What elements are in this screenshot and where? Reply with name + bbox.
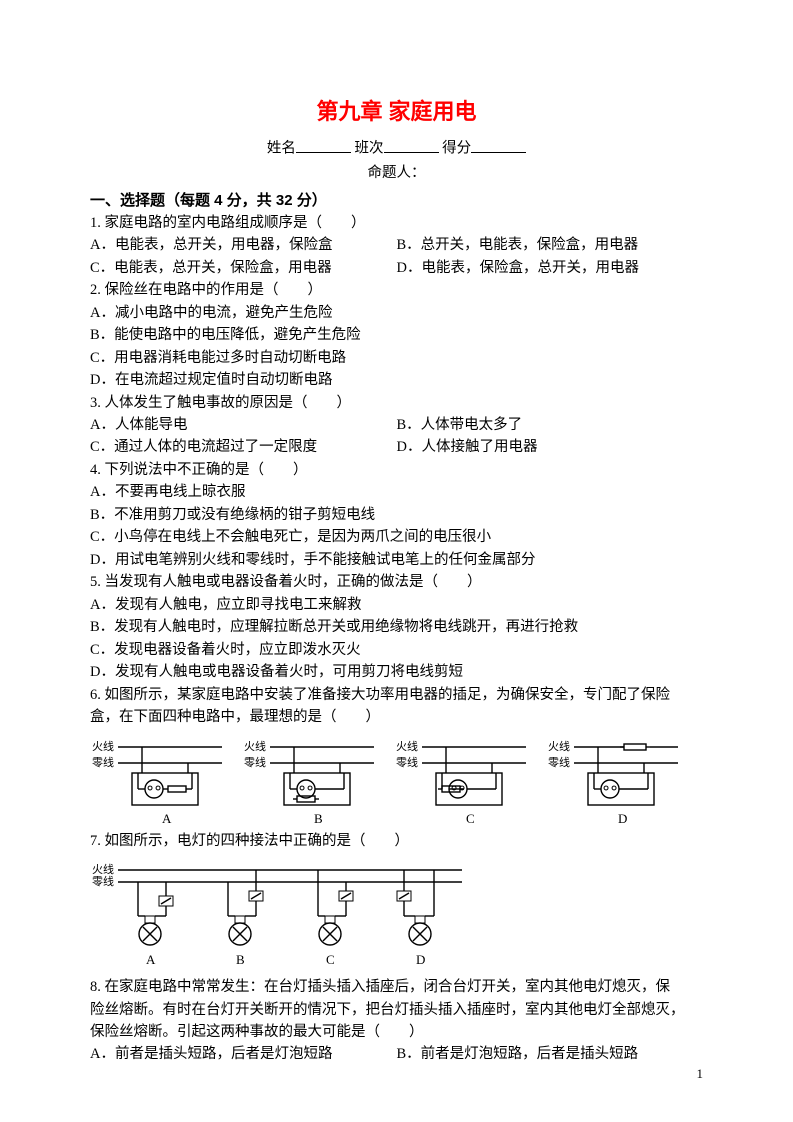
q8-line2: 险丝熔断。有时在台灯开关断开的情况下，把台灯插头插入插座时，室内其他电灯全部熄灭… [90,999,703,1021]
q3-stem: 3. 人体发生了触电事故的原因是（ ） [90,392,703,414]
chapter-title: 第九章 家庭用电 [90,95,703,129]
name-label: 姓名 [267,141,296,157]
q1-opt-c: C．电能表，总开关，保险盒，用电器 [90,257,397,279]
q5-opt-a: A．发现有人触电，应立即寻找电工来解救 [90,594,703,616]
svg-text:零线: 零线 [92,874,114,888]
q2-stem: 2. 保险丝在电路中的作用是（ ） [90,279,703,301]
q1-stem: 1. 家庭电路的室内电路组成顺序是（ ） [90,212,703,234]
q3-opt-c: C．通过人体的电流超过了一定限度 [90,436,397,458]
q8-opt-b: B．前者是灯泡短路，后者是插头短路 [397,1043,704,1065]
q2-opt-a: A．减小电路中的电流，避免产生危险 [90,302,703,324]
score-label: 得分 [442,141,471,157]
q1-opt-a: A．电能表，总开关，用电器，保险盒 [90,234,397,256]
q7-circuits-svg: 火线零线 A B C D [90,856,470,974]
name-blank[interactable] [296,137,351,153]
q4-opt-d: D．用试电笔辨别火线和零线时，手不能接触试电笔上的任何金属部分 [90,549,703,571]
q1-options-row1: A．电能表，总开关，用电器，保险盒 B．总开关，电能表，保险盒，用电器 [90,234,703,256]
q1-opt-b: B．总开关，电能表，保险盒，用电器 [397,234,704,256]
q4-stem: 4. 下列说法中不正确的是（ ） [90,459,703,481]
q6-stem-line1: 6. 如图所示，某家庭电路中安装了准备接大功率用电器的插足，为确保安全，专门配了… [90,684,703,706]
q8-options-row1: A．前者是插头短路，后者是灯泡短路 B．前者是灯泡短路，后者是插头短路 [90,1043,703,1065]
svg-text:D: D [618,811,627,826]
q3-options-row1: A．人体能导电 B．人体带电太多了 [90,414,703,436]
svg-text:C: C [326,952,335,967]
score-blank[interactable] [471,137,526,153]
q1-opt-d: D．电能表，保险盒，总开关，用电器 [397,257,704,279]
class-label: 班次 [355,141,384,157]
svg-text:火线: 火线 [92,862,114,876]
q7-diagram: 火线零线 A B C D [90,856,703,974]
q2-opt-d: D．在电流超过规定值时自动切断电路 [90,369,703,391]
svg-text:零线: 零线 [244,755,266,769]
student-meta-line: 姓名 班次 得分 [90,137,703,160]
q2-opt-c: C．用电器消耗电能过多时自动切断电路 [90,347,703,369]
exam-page: 第九章 家庭用电 姓名 班次 得分 命题人： 一、选择题（每题 4 分，共 32… [0,0,793,1122]
q8-line3: 保险丝熔断。引起这两种事故的最大可能是（ ） [90,1021,703,1043]
q6-circuits-svg: 火线零线 A 火线零线 B 火线零线 C 火线零线 D [90,733,700,828]
class-blank[interactable] [384,137,439,153]
q8-line1: 8. 在家庭电路中常常发生：在台灯插头插入插座后，闭合台灯开关，室内其他电灯熄灭… [90,976,703,998]
author-meta-line: 命题人： [90,162,703,184]
svg-text:C: C [466,811,475,826]
q4-opt-b: B．不准用剪刀或没有绝缘柄的钳子剪短电线 [90,504,703,526]
q4-opt-c: C．小鸟停在电线上不会触电死亡，是因为两爪之间的电压很小 [90,526,703,548]
svg-text:B: B [236,952,245,967]
svg-text:D: D [416,952,425,967]
author-label: 命题人： [368,165,426,181]
q3-opt-a: A．人体能导电 [90,414,397,436]
q6-diagram: 火线零线 A 火线零线 B 火线零线 C 火线零线 D [90,733,703,828]
q7-stem: 7. 如图所示，电灯的四种接法中正确的是（ ） [90,830,703,852]
q5-opt-d: D．发现有人触电或电器设备着火时，可用剪刀将电线剪短 [90,661,703,683]
svg-text:火线: 火线 [92,739,114,753]
q3-opt-d: D．人体接触了用电器 [397,436,704,458]
q4-opt-a: A．不要再电线上晾衣服 [90,481,703,503]
q6-stem-line2: 盒，在下面四种电路中，最理想的是（ ） [90,706,703,728]
svg-text:A: A [146,952,156,967]
section-1-heading: 一、选择题（每题 4 分，共 32 分） [90,189,703,212]
svg-text:A: A [162,811,172,826]
q3-opt-b: B．人体带电太多了 [397,414,704,436]
svg-text:零线: 零线 [396,755,418,769]
q5-stem: 5. 当发现有人触电或电器设备着火时，正确的做法是（ ） [90,571,703,593]
svg-text:火线: 火线 [548,739,570,753]
svg-text:B: B [314,811,323,826]
q5-opt-b: B．发现有人触电时，应理解拉断总开关或用绝缘物将电线跳开，再进行抢救 [90,616,703,638]
svg-text:零线: 零线 [548,755,570,769]
q5-opt-c: C．发现电器设备着火时，应立即泼水灭火 [90,639,703,661]
q1-options-row2: C．电能表，总开关，保险盒，用电器 D．电能表，保险盒，总开关，用电器 [90,257,703,279]
svg-text:火线: 火线 [244,739,266,753]
svg-text:零线: 零线 [92,755,114,769]
svg-text:火线: 火线 [396,739,418,753]
q2-opt-b: B．能使电路中的电压降低，避免产生危险 [90,324,703,346]
page-number: 1 [697,1064,704,1084]
q3-options-row2: C．通过人体的电流超过了一定限度 D．人体接触了用电器 [90,436,703,458]
q8-opt-a: A．前者是插头短路，后者是灯泡短路 [90,1043,397,1065]
